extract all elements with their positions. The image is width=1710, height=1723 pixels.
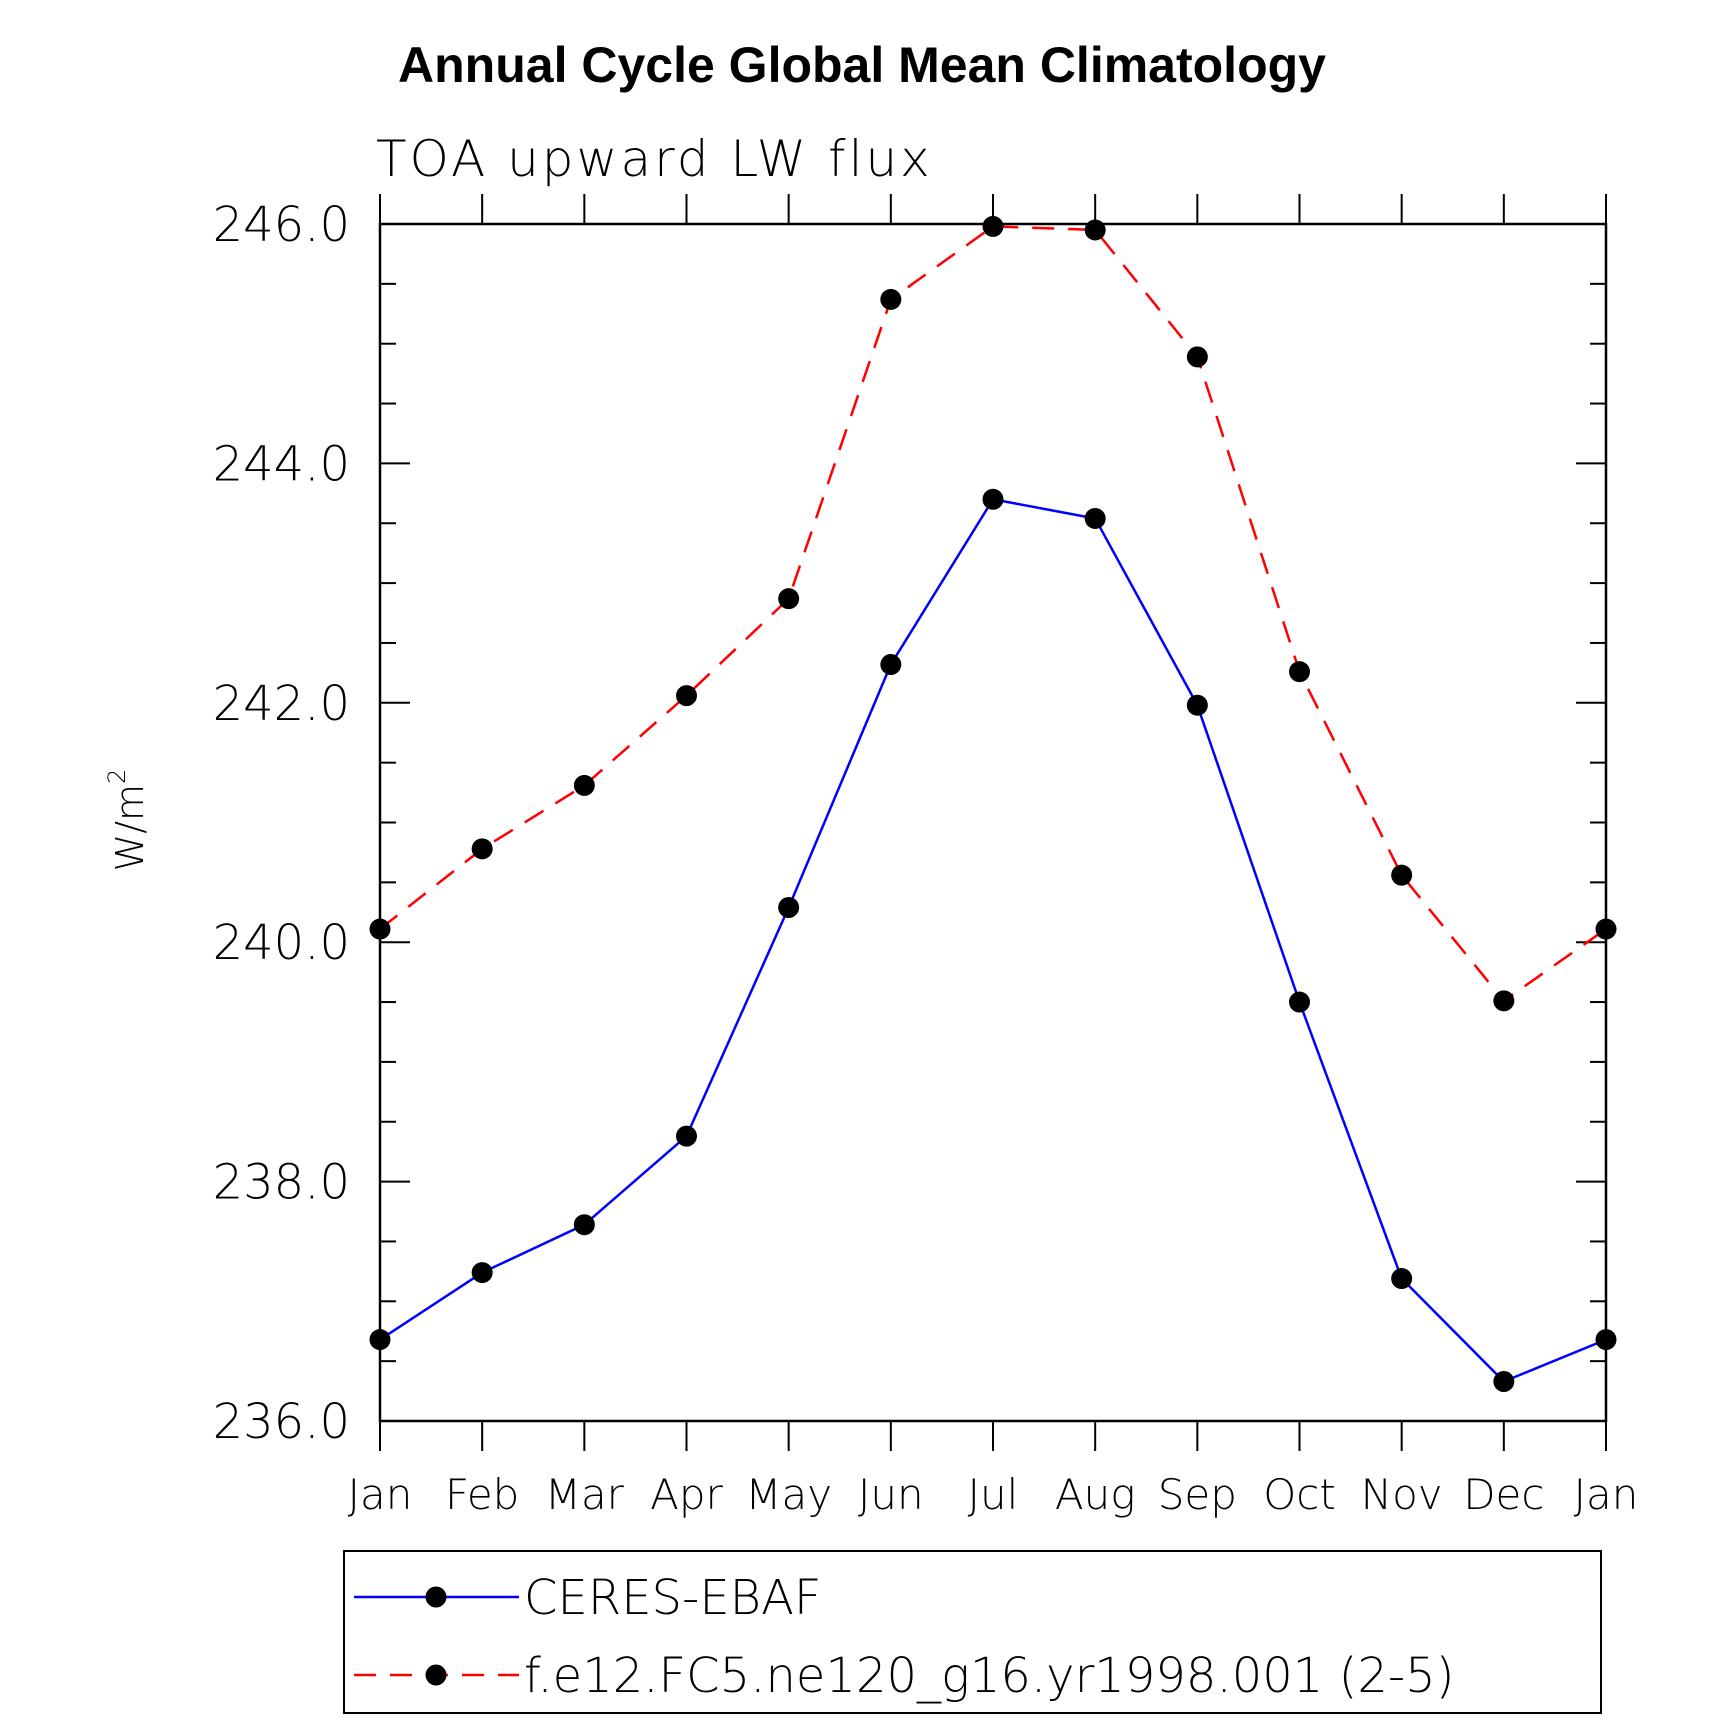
legend-marker: [425, 1664, 447, 1686]
data-point: [778, 896, 800, 918]
y-axis-label-text: W/m: [108, 784, 152, 871]
data-point: [982, 215, 1004, 237]
data-point: [1493, 990, 1515, 1012]
legend-label: f.e12.FC5.ne120_g16.yr1998.001 (2-5): [524, 1648, 1454, 1704]
x-tick-label: Jan: [1574, 1470, 1639, 1519]
legend-box: [343, 1550, 1602, 1714]
x-tick-label: Feb: [445, 1470, 519, 1519]
chart-title: Annual Cycle Global Mean Climatology: [398, 37, 1326, 93]
x-tick-label: Oct: [1263, 1470, 1336, 1519]
series-line-ceres-ebaf: [379, 497, 1607, 1383]
data-point: [982, 488, 1004, 510]
legend-label: CERES-EBAF: [524, 1570, 822, 1626]
svg-text:W/m2: W/m2: [103, 769, 152, 872]
x-tick-label: Aug: [1055, 1470, 1136, 1519]
data-point: [880, 288, 902, 310]
y-axis-label: W/m2: [103, 769, 152, 872]
data-point: [471, 838, 493, 860]
x-tick-label: Jul: [968, 1470, 1019, 1519]
data-point: [573, 1214, 595, 1236]
data-point: [369, 1329, 391, 1351]
plot-frame: [378, 222, 1608, 1423]
data-point: [471, 1262, 493, 1284]
data-point: [778, 588, 800, 610]
plot-area: 246.0 244.0 242.0 240.0 238.0 236.0 Jan Feb Mar A…: [213, 194, 1639, 1519]
data-point: [1391, 864, 1413, 886]
data-point: [1186, 346, 1208, 368]
data-point: [1289, 661, 1310, 683]
y-tick-label: 244.0: [213, 436, 350, 492]
series-line-model: [379, 225, 1607, 1003]
x-tick-label: Apr: [650, 1470, 723, 1519]
legend: CERES-EBAF f.e12.FC5.ne120_g16.yr1998.001…: [343, 1550, 1602, 1714]
x-tick-label: Sep: [1158, 1470, 1237, 1519]
y-tick-label: 238.0: [213, 1155, 350, 1211]
legend-marker: [425, 1586, 447, 1608]
x-tick-label: Mar: [545, 1470, 625, 1519]
y-tick-label: 242.0: [213, 676, 350, 732]
data-point: [369, 918, 391, 940]
y-tick-label: 246.0: [213, 197, 350, 253]
data-point: [1391, 1268, 1413, 1290]
chart-subtitle: TOA upward LW flux: [376, 130, 933, 188]
x-tick-label: Jun: [858, 1470, 924, 1519]
data-point: [880, 653, 902, 675]
data-point: [1595, 918, 1617, 940]
data-point: [1084, 219, 1106, 241]
data-point: [676, 1125, 697, 1147]
data-point: [573, 774, 595, 796]
data-point: [1084, 507, 1106, 529]
y-axis-label-superscript: 2: [103, 769, 131, 784]
x-tick-label: Dec: [1463, 1470, 1544, 1519]
y-tick-label: 240.0: [213, 915, 350, 971]
y-tick-label: 236.0: [213, 1394, 350, 1450]
data-point: [676, 685, 697, 707]
data-point: [1595, 1329, 1617, 1351]
data-point: [1186, 694, 1208, 716]
data-point: [1493, 1370, 1515, 1392]
data-point: [1289, 991, 1310, 1013]
x-tick-label: Jan: [348, 1470, 413, 1519]
x-tick-label: Nov: [1361, 1470, 1443, 1519]
x-tick-label: May: [745, 1470, 832, 1519]
